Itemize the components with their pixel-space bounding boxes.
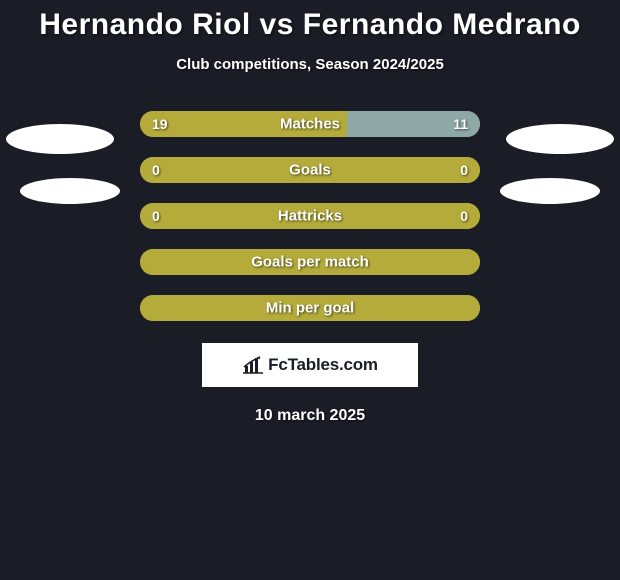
stat-bar: Goals per match	[140, 249, 480, 275]
stat-value-left: 0	[152, 162, 160, 178]
stat-value-right: 11	[453, 116, 468, 132]
logo-box: FcTables.com	[202, 343, 418, 387]
stat-bar: Matches 19 11	[140, 111, 480, 137]
bar-chart-icon	[242, 356, 264, 374]
stat-label: Goals	[289, 162, 331, 179]
stat-label: Min per goal	[266, 300, 354, 317]
stat-value-right: 0	[460, 208, 468, 224]
stat-bar: Hattricks 0 0	[140, 203, 480, 229]
stat-bar: Goals 0 0	[140, 157, 480, 183]
stat-row: Matches 19 11	[0, 111, 620, 137]
page-title: Hernando Riol vs Fernando Medrano	[0, 0, 620, 42]
stat-label: Matches	[280, 116, 340, 133]
date-label: 10 march 2025	[0, 407, 620, 425]
page-subtitle: Club competitions, Season 2024/2025	[0, 56, 620, 73]
stat-label: Goals per match	[251, 254, 369, 271]
stat-row: Goals per match	[0, 249, 620, 275]
stat-row: Goals 0 0	[0, 157, 620, 183]
stat-bar: Min per goal	[140, 295, 480, 321]
stat-value-left: 0	[152, 208, 160, 224]
stat-value-right: 0	[460, 162, 468, 178]
stat-row: Hattricks 0 0	[0, 203, 620, 229]
stat-row: Min per goal	[0, 295, 620, 321]
stat-value-left: 19	[152, 116, 168, 132]
stat-label: Hattricks	[278, 208, 342, 225]
logo-text: FcTables.com	[268, 355, 378, 375]
